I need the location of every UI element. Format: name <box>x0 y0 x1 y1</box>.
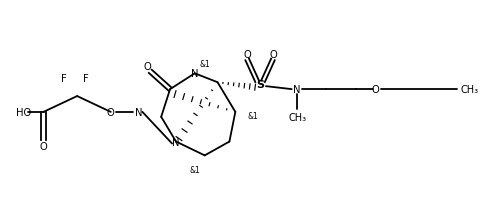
Text: &1: &1 <box>199 60 210 69</box>
Text: CH₃: CH₃ <box>288 112 306 122</box>
Text: O: O <box>143 62 151 72</box>
Text: N: N <box>191 69 198 79</box>
Text: O: O <box>39 142 48 152</box>
Text: O: O <box>243 49 251 59</box>
Text: N: N <box>292 85 300 95</box>
Text: S: S <box>255 80 264 90</box>
Text: N: N <box>172 137 180 147</box>
Text: O: O <box>107 107 114 117</box>
Text: N: N <box>134 107 142 117</box>
Text: &1: &1 <box>189 165 200 174</box>
Text: CH₃: CH₃ <box>460 85 478 95</box>
Text: F: F <box>61 74 67 84</box>
Text: O: O <box>268 49 276 59</box>
Text: O: O <box>371 85 379 95</box>
Text: HO: HO <box>16 107 31 117</box>
Text: &1: &1 <box>247 112 257 121</box>
Text: F: F <box>83 74 89 84</box>
